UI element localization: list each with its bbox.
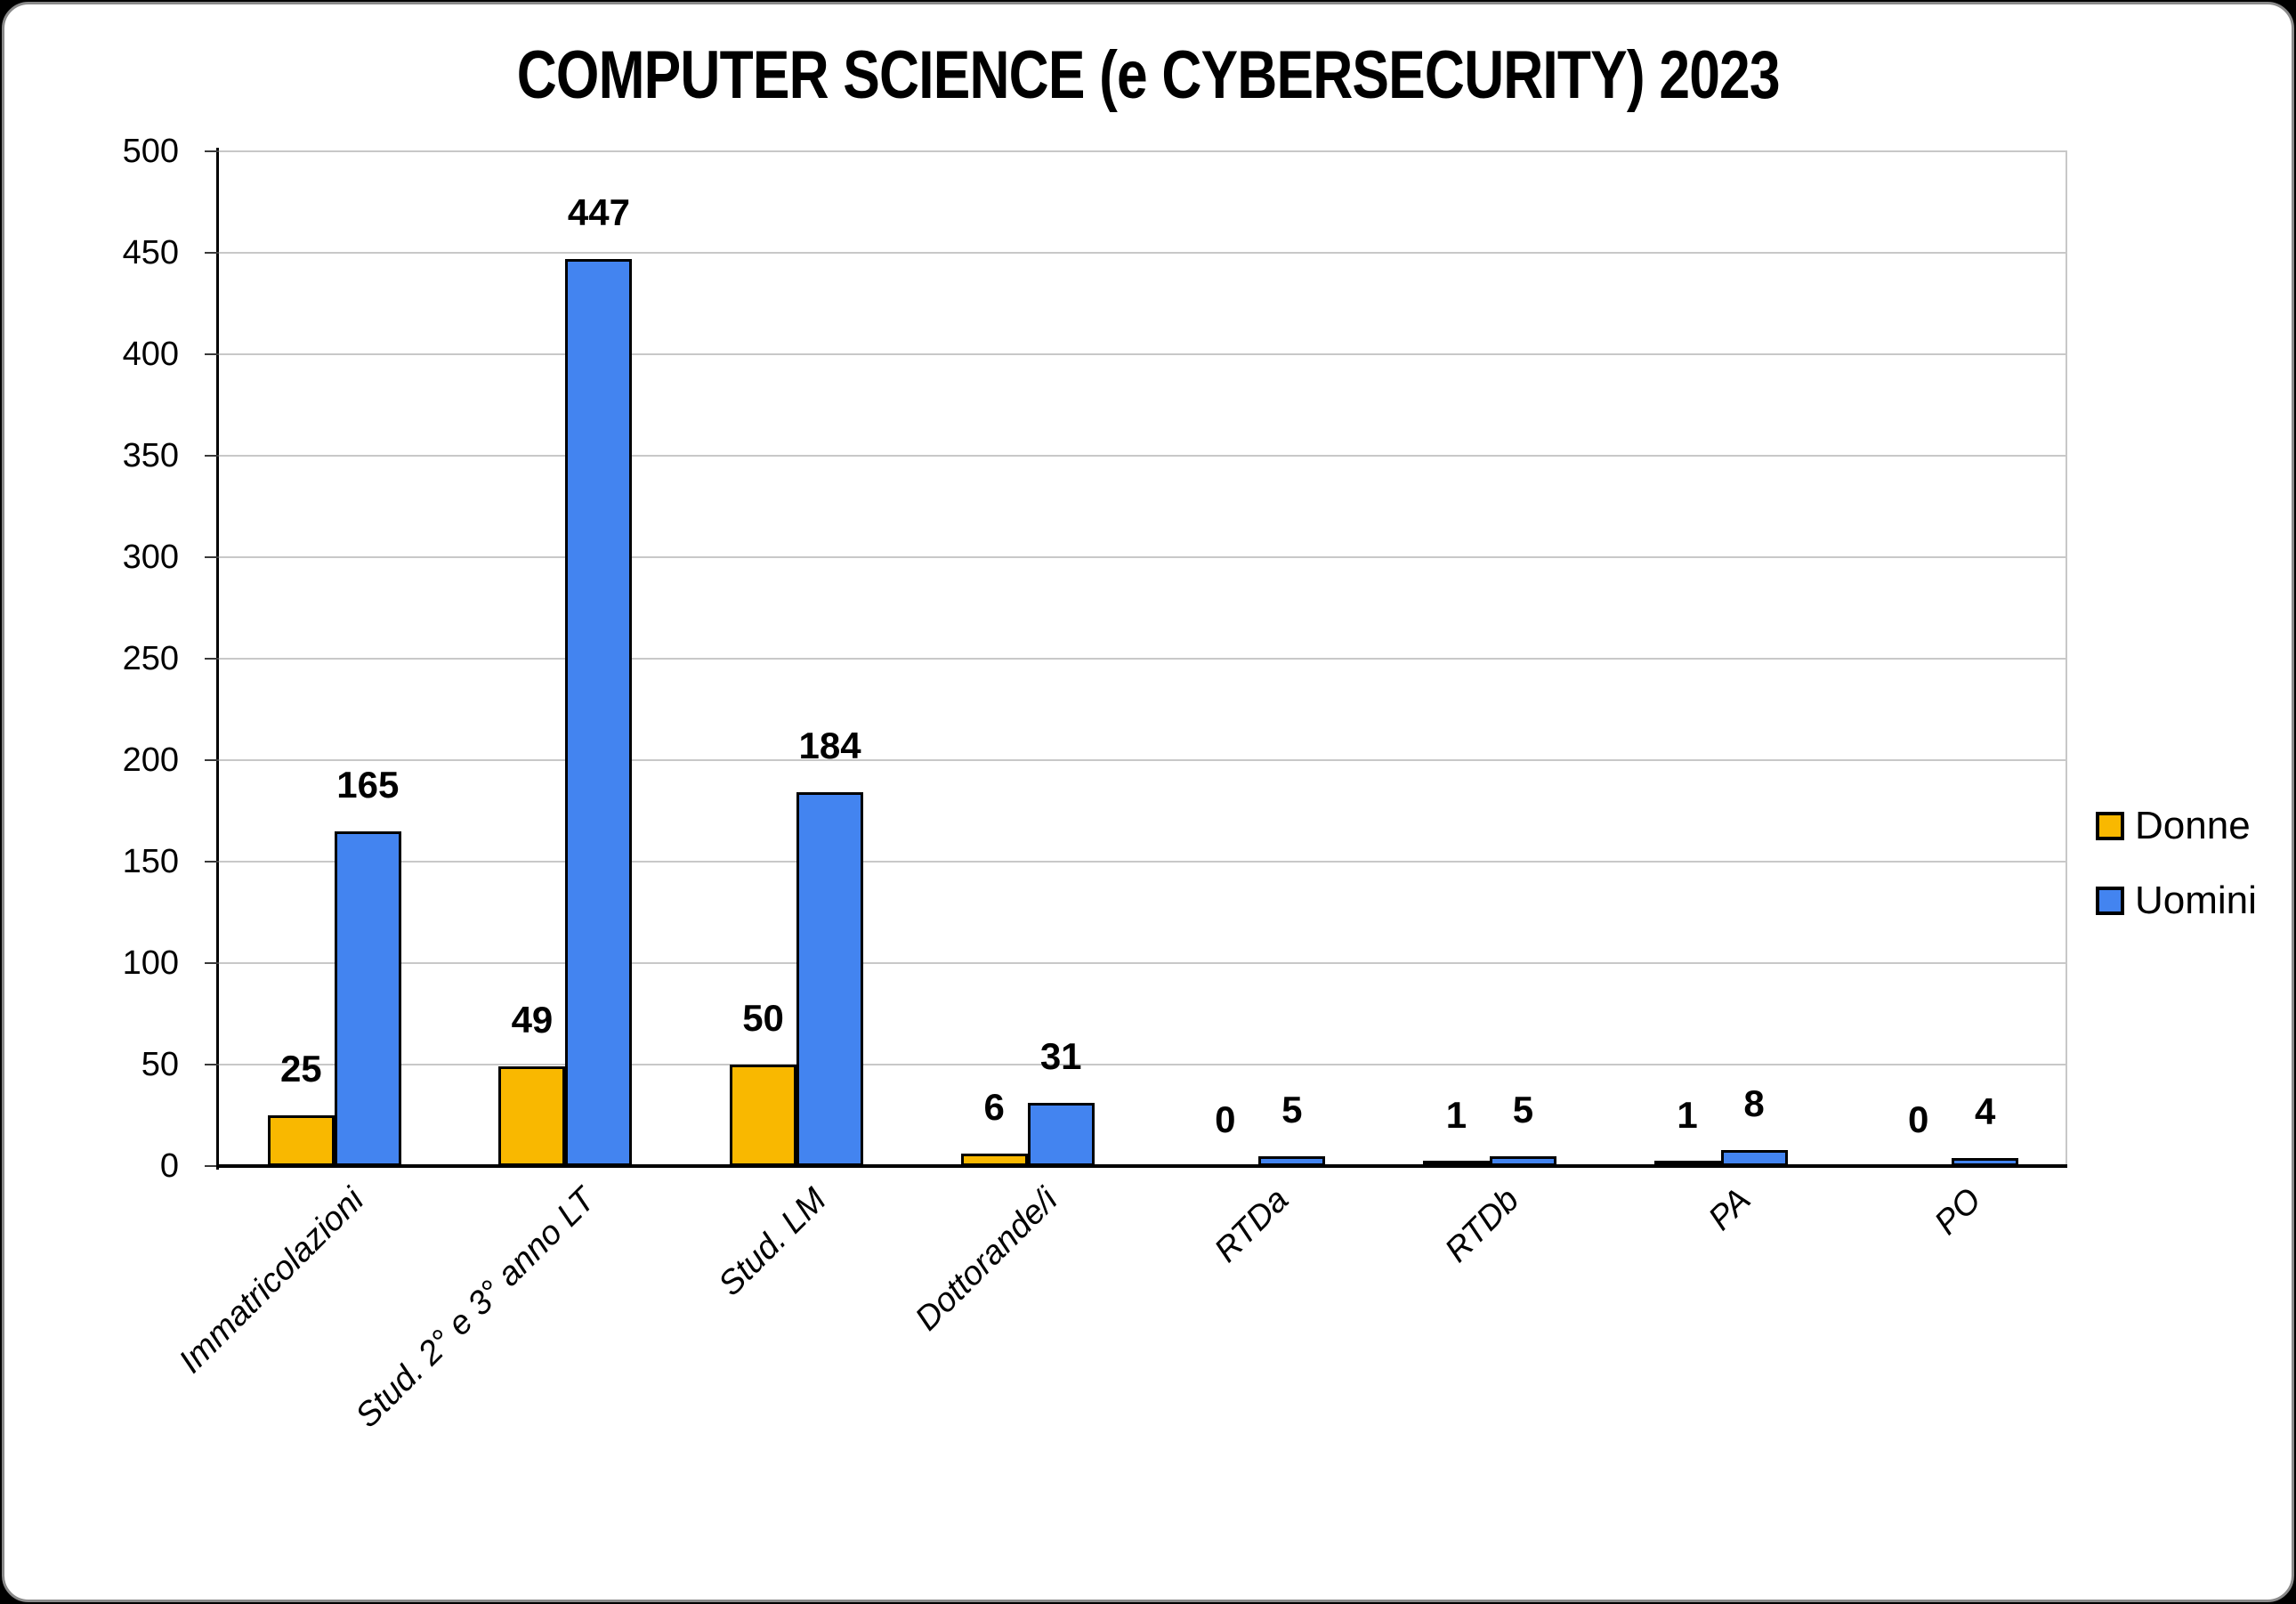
- legend-label: Donne: [2135, 804, 2251, 847]
- chart-title: COMPUTER SCIENCE (e CYBERSECURITY) 2023: [4, 36, 2292, 114]
- bar-value-label: 165: [336, 763, 400, 806]
- category-label: Stud. LM: [711, 1181, 834, 1304]
- y-axis-tick: [205, 759, 219, 761]
- y-tick-label: 500: [122, 133, 179, 170]
- gridline: [219, 759, 2067, 761]
- y-axis-tick: [205, 455, 219, 457]
- gridline: [219, 455, 2067, 457]
- category-label: RTDa: [1207, 1181, 1297, 1270]
- category-label: Dottorande/i: [908, 1181, 1065, 1339]
- legend-item: Uomini: [2096, 879, 2257, 923]
- chart-title-text: COMPUTER SCIENCE (e CYBERSECURITY) 2023: [516, 37, 1781, 113]
- bar-uomini: [334, 830, 401, 1166]
- bar-value-label: 447: [567, 190, 630, 233]
- bar-value-label: 50: [742, 997, 784, 1039]
- y-axis-tick: [205, 353, 219, 355]
- y-axis-tick: [205, 150, 219, 152]
- bar-uomini: [796, 792, 864, 1166]
- x-axis-labels: Immatricolazioni Stud. 2° e 3° anno LT Stu…: [173, 1181, 2067, 1573]
- bar-value-label: 5: [1512, 1088, 1534, 1130]
- bar-uomini: [1027, 1103, 1095, 1166]
- y-tick-label: 350: [122, 437, 179, 474]
- gridline: [219, 962, 2067, 964]
- bar-value-label: 0: [1215, 1098, 1236, 1140]
- y-tick-label: 400: [122, 336, 179, 373]
- legend-item: Donne: [2096, 804, 2257, 848]
- legend-label: Uomini: [2135, 879, 2257, 922]
- legend-swatch: [2096, 887, 2124, 915]
- bar-value-label: 6: [983, 1086, 1005, 1129]
- y-tick-label: 0: [159, 1147, 179, 1185]
- y-axis-tick: [205, 962, 219, 964]
- category-label: PO: [1928, 1181, 1989, 1243]
- y-axis-tick: [205, 1064, 219, 1065]
- y-axis-tick: [205, 861, 219, 863]
- y-axis-tick: [205, 556, 219, 558]
- y-axis-tick: [205, 1165, 219, 1167]
- legend-swatch: [2096, 812, 2124, 840]
- y-tick-label: 200: [122, 741, 179, 779]
- y-tick-label: 50: [141, 1046, 179, 1083]
- y-axis-tick: [205, 658, 219, 660]
- bar-donne: [267, 1115, 335, 1166]
- gridline: [219, 556, 2067, 558]
- gridline: [219, 353, 2067, 355]
- bar-value-label: 8: [1743, 1081, 1765, 1124]
- y-axis-tick: [205, 252, 219, 254]
- bar-uomini: [565, 258, 633, 1166]
- x-axis-line: [216, 1164, 2067, 1168]
- bar-donne: [730, 1065, 797, 1166]
- bar-value-label: 25: [279, 1048, 322, 1090]
- gridline: [219, 252, 2067, 254]
- gridline: [219, 1064, 2067, 1065]
- y-tick-label: 300: [122, 539, 179, 576]
- bar-value-label: 49: [511, 999, 554, 1041]
- bar-value-label: 184: [798, 725, 861, 767]
- bar-value-label: 1: [1677, 1094, 1698, 1136]
- category-label: Immatricolazioni: [172, 1181, 372, 1381]
- bar-value-label: 4: [1975, 1090, 1996, 1132]
- category-label: Stud. 2° e 3° anno LT: [348, 1181, 603, 1436]
- bar-value-label: 1: [1445, 1094, 1467, 1136]
- y-tick-label: 150: [122, 843, 179, 880]
- gridline: [219, 861, 2067, 863]
- bar-value-label: 0: [1908, 1098, 1929, 1140]
- y-tick-label: 100: [122, 944, 179, 982]
- chart-legend: Donne Uomini: [2096, 804, 2257, 953]
- category-label: RTDb: [1438, 1181, 1527, 1270]
- y-axis-labels: 0 50 100 150 200 250 300 350 400 450 500: [4, 134, 179, 1183]
- bar-value-label: 5: [1281, 1088, 1303, 1130]
- bar-value-label: 31: [1039, 1035, 1082, 1078]
- category-label: PA: [1701, 1181, 1758, 1238]
- y-tick-label: 250: [122, 640, 179, 677]
- gridline: [219, 150, 2067, 152]
- y-tick-label: 450: [122, 234, 179, 271]
- plot-area: 25 165 49 447 50 184 6 31 0 5 1 5 1 8 0 4: [205, 148, 2067, 1170]
- bar-donne: [498, 1066, 566, 1166]
- gridline: [219, 658, 2067, 660]
